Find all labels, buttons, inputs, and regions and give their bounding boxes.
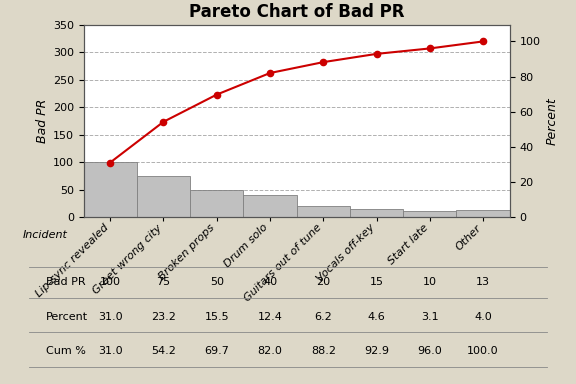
Bar xyxy=(350,209,403,217)
Text: 4.6: 4.6 xyxy=(367,312,385,322)
Bar xyxy=(403,212,456,217)
Text: 31.0: 31.0 xyxy=(98,346,123,356)
Text: 82.0: 82.0 xyxy=(257,346,282,356)
Text: 10: 10 xyxy=(423,277,437,287)
Bar xyxy=(84,162,137,217)
Text: 15: 15 xyxy=(370,277,384,287)
Text: Incident: Incident xyxy=(23,230,68,240)
Text: 100: 100 xyxy=(100,277,120,287)
Text: 40: 40 xyxy=(263,277,277,287)
Text: 20: 20 xyxy=(316,277,331,287)
Y-axis label: Percent: Percent xyxy=(546,97,559,145)
Title: Pareto Chart of Bad PR: Pareto Chart of Bad PR xyxy=(189,3,404,21)
Text: 50: 50 xyxy=(210,277,223,287)
Text: 88.2: 88.2 xyxy=(311,346,336,356)
Y-axis label: Bad PR: Bad PR xyxy=(36,99,48,143)
Bar xyxy=(456,210,510,217)
Text: 75: 75 xyxy=(156,277,170,287)
Text: Bad PR: Bad PR xyxy=(46,277,86,287)
Text: 69.7: 69.7 xyxy=(204,346,229,356)
Text: Percent: Percent xyxy=(46,312,88,322)
Text: 54.2: 54.2 xyxy=(151,346,176,356)
Bar xyxy=(297,206,350,217)
Bar xyxy=(243,195,297,217)
Text: 4.0: 4.0 xyxy=(474,312,492,322)
Text: 15.5: 15.5 xyxy=(204,312,229,322)
Text: 96.0: 96.0 xyxy=(418,346,442,356)
Text: 13: 13 xyxy=(476,277,490,287)
Bar xyxy=(137,176,190,217)
Bar xyxy=(190,190,243,217)
Text: 3.1: 3.1 xyxy=(421,312,439,322)
Text: 31.0: 31.0 xyxy=(98,312,123,322)
Text: 12.4: 12.4 xyxy=(257,312,282,322)
Text: 100.0: 100.0 xyxy=(467,346,499,356)
Text: 92.9: 92.9 xyxy=(364,346,389,356)
Text: Cum %: Cum % xyxy=(46,346,86,356)
Text: 6.2: 6.2 xyxy=(314,312,332,322)
Text: 23.2: 23.2 xyxy=(151,312,176,322)
